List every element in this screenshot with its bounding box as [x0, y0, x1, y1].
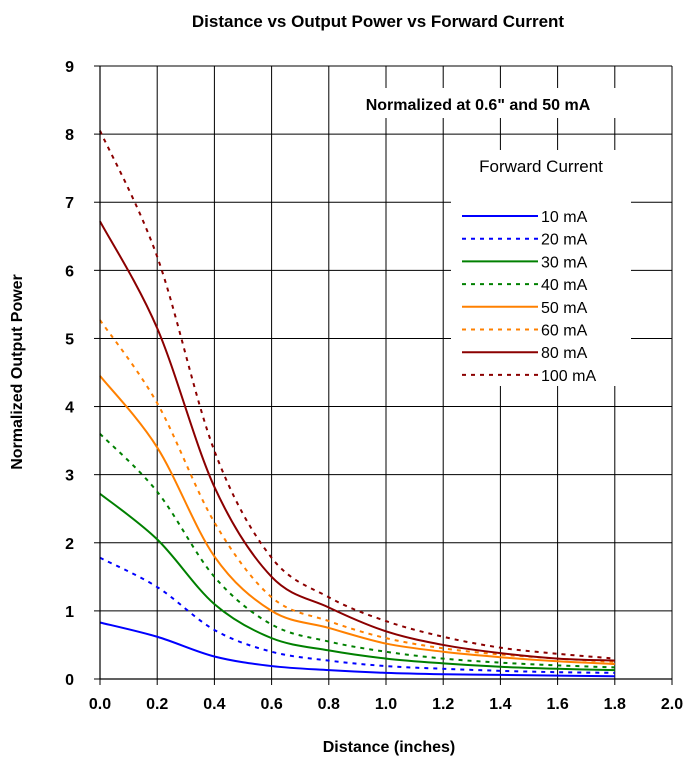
- legend-label-60-ma: 60 mA: [541, 323, 588, 340]
- legend-label-20-ma: 20 mA: [541, 232, 588, 249]
- y-tick-label: 7: [65, 195, 74, 212]
- legend: Forward Current 10 mA 20 mA 30 mA 40 mA 50 m…: [451, 150, 631, 386]
- series-line-80-ma: [99, 220, 615, 662]
- legend-title: Forward Current: [479, 157, 603, 176]
- legend-label-50-ma: 50 mA: [541, 300, 588, 317]
- y-tick-label: 6: [65, 263, 74, 280]
- series-line-10-ma: [99, 621, 615, 678]
- x-tick-label: 1.6: [546, 696, 568, 713]
- y-tick-label: 2: [65, 536, 74, 553]
- y-tick-label: 1: [65, 604, 74, 621]
- x-tick-label: 1.0: [375, 696, 397, 713]
- y-tick-label: 3: [65, 468, 74, 485]
- x-tick-label: 2.0: [661, 696, 683, 713]
- legend-background: [451, 150, 631, 386]
- series-line-30-ma: [99, 492, 615, 672]
- x-tick-label: 0.4: [203, 696, 225, 713]
- x-tick-label: 0.8: [318, 696, 340, 713]
- annotation-group: Normalized at 0.6" and 50 mA: [330, 88, 626, 118]
- legend-label-40-ma: 40 mA: [541, 277, 588, 294]
- y-tick-label: 8: [65, 127, 74, 144]
- series-line-20-ma: [99, 556, 615, 674]
- chart-title: Distance vs Output Power vs Forward Curr…: [192, 12, 565, 31]
- annotation-background: [330, 88, 626, 118]
- legend-label-30-ma: 30 mA: [541, 254, 588, 271]
- y-tick-label: 5: [65, 331, 74, 348]
- legend-label-100-ma: 100 mA: [541, 368, 596, 385]
- x-tick-label: 0.2: [146, 696, 168, 713]
- series-line-50-ma: [99, 375, 615, 666]
- normalization-note: Normalized at 0.6" and 50 mA: [366, 97, 591, 114]
- legend-label-10-ma: 10 mA: [541, 209, 588, 226]
- x-tick-label: 1.4: [489, 696, 511, 713]
- x-tick-label: 0.0: [89, 696, 111, 713]
- y-tick-label: 4: [65, 400, 74, 417]
- series-line-60-ma: [99, 319, 615, 663]
- x-tick-label: 1.8: [604, 696, 626, 713]
- legend-label-80-ma: 80 mA: [541, 345, 588, 362]
- y-tick-label: 9: [65, 59, 74, 76]
- series-lines: [99, 130, 615, 678]
- series-line-100-ma: [99, 130, 615, 660]
- series-line-40-ma: [99, 433, 615, 669]
- axes: 0.0 0.2 0.4 0.6 0.8 1.0 1.2 1.4 1.6 1.8 2.0 0 1 2 3 4 5 6…: [65, 59, 683, 713]
- y-axis-label: Normalized Output Power: [9, 274, 26, 470]
- y-tick-label: 0: [65, 672, 74, 689]
- x-tick-label: 1.2: [432, 696, 454, 713]
- x-axis-label: Distance (inches): [323, 739, 455, 756]
- x-tick-label: 0.6: [260, 696, 282, 713]
